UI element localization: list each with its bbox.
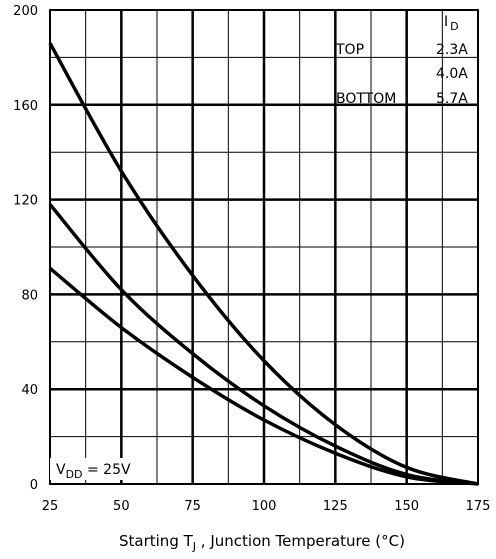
x-tick-label: 175: [466, 499, 491, 514]
vdd-annotation-bg: [50, 458, 154, 480]
y-tick-label: 40: [21, 383, 38, 398]
series-group: [48, 42, 479, 486]
legend-bottom-value: 5.7A: [436, 91, 468, 107]
legend-bottom-label: BOTTOM: [336, 91, 396, 107]
series-line-2: [48, 203, 479, 486]
y-tick-label: 200: [13, 4, 38, 19]
y-tick-label: 0: [30, 478, 38, 493]
legend-top-value: 2.3A: [436, 42, 468, 58]
series-line-1: [48, 42, 479, 486]
y-tick-label: 80: [21, 288, 38, 303]
plot-frame: [49, 9, 479, 485]
x-tick-label: 125: [323, 499, 348, 514]
x-axis-ticks: 25 50 75 100 125 150 175: [42, 499, 491, 514]
legend-mid-value: 4.0A: [436, 66, 468, 82]
vdd-annotation: VDD = 25V: [50, 458, 154, 481]
x-tick-label: 25: [42, 499, 59, 514]
x-tick-label: 100: [252, 499, 277, 514]
x-tick-label: 150: [394, 499, 419, 514]
x-tick-label: 50: [113, 499, 130, 514]
x-tick-label: 75: [184, 499, 201, 514]
y-tick-label: 160: [13, 99, 38, 114]
major-grid: [50, 10, 478, 484]
y-tick-label: 120: [13, 194, 38, 209]
y-axis-ticks: 0 40 80 120 160 200: [13, 4, 38, 493]
x-axis-title: Starting TJ , Junction Temperature (°C): [119, 532, 405, 553]
vdd-annotation-text: VDD = 25V: [56, 462, 131, 481]
series-line-3: [48, 266, 479, 486]
legend-top-label: TOP: [335, 42, 364, 58]
